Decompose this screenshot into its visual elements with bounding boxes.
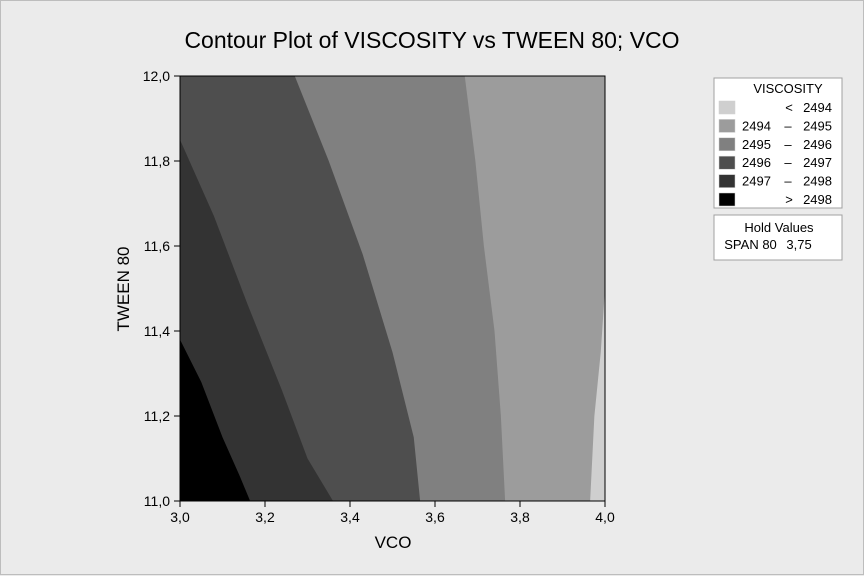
legend-level-high: 2494: [803, 100, 832, 115]
hold-values: Hold Values SPAN 80 3,75: [713, 214, 843, 261]
x-tick-label: 4,0: [595, 509, 615, 525]
legend-level-high: 2498: [803, 174, 832, 189]
legend-swatch: [718, 137, 736, 152]
legend-level-operator: >: [785, 192, 793, 207]
legend-swatch: [718, 119, 736, 133]
x-axis-label: VCO: [375, 533, 412, 552]
hold-values-box: [713, 214, 843, 261]
legend-level-low: 2497: [742, 174, 771, 189]
x-tick-label: 3,2: [255, 509, 275, 525]
legend-level-low: 2494: [742, 118, 771, 133]
x-axis: 3,0 3,2 3,4 3,6 3,8 4,0: [170, 501, 615, 525]
y-tick-label: 11,0: [144, 493, 170, 509]
x-tick-label: 3,6: [425, 509, 445, 525]
legend-level-high: 2497: [803, 155, 832, 170]
legend-level-low: 2496: [742, 155, 771, 170]
legend-level-high: 2496: [803, 137, 832, 152]
chart-title: Contour Plot of VISCOSITY vs TWEEN 80; V…: [184, 27, 679, 53]
legend-swatch: [718, 100, 736, 115]
region-2497-2498: [180, 139, 333, 501]
y-axis: 11,0 11,2 11,4 11,6 11,8 12,0: [143, 68, 180, 509]
y-tick-label: 11,6: [144, 238, 170, 254]
x-tick-label: 3,4: [340, 509, 360, 525]
svg-text:SPAN 80 3,75: SPAN 80 3,75: [724, 237, 811, 252]
legend-level-operator: –: [784, 137, 792, 152]
contour-regions: [180, 76, 605, 501]
legend-swatch: [718, 155, 736, 170]
legend-level-high: 2498: [803, 192, 832, 207]
plot-frame: [179, 75, 606, 502]
legend-level-operator: –: [784, 174, 792, 189]
legend-level-operator: <: [785, 100, 793, 115]
y-tick-label: 11,2: [144, 408, 170, 424]
x-tick-label: 3,0: [170, 509, 190, 525]
legend-level-operator: –: [784, 118, 792, 133]
y-axis-label: TWEEN 80: [114, 246, 133, 331]
legend-level-low: 2495: [742, 137, 771, 152]
y-tick-label: 12,0: [143, 68, 170, 84]
region-gt-2498: [180, 339, 251, 501]
legend-swatch: [718, 192, 736, 207]
hold-values-title: Hold Values: [744, 220, 814, 235]
legend-title: VISCOSITY: [753, 81, 823, 96]
legend: VISCOSITY <24942494–24952495–24962496–24…: [713, 77, 843, 209]
x-tick-label: 3,8: [510, 509, 530, 525]
legend-level-operator: –: [784, 155, 792, 170]
hold-value-name: SPAN 80: [724, 237, 777, 252]
hold-value-amount: 3,75: [786, 237, 811, 252]
legend-level-high: 2495: [803, 118, 832, 133]
legend-box: [713, 77, 843, 209]
y-tick-label: 11,8: [144, 153, 170, 169]
legend-swatch: [718, 174, 736, 188]
y-tick-label: 11,4: [144, 323, 170, 339]
